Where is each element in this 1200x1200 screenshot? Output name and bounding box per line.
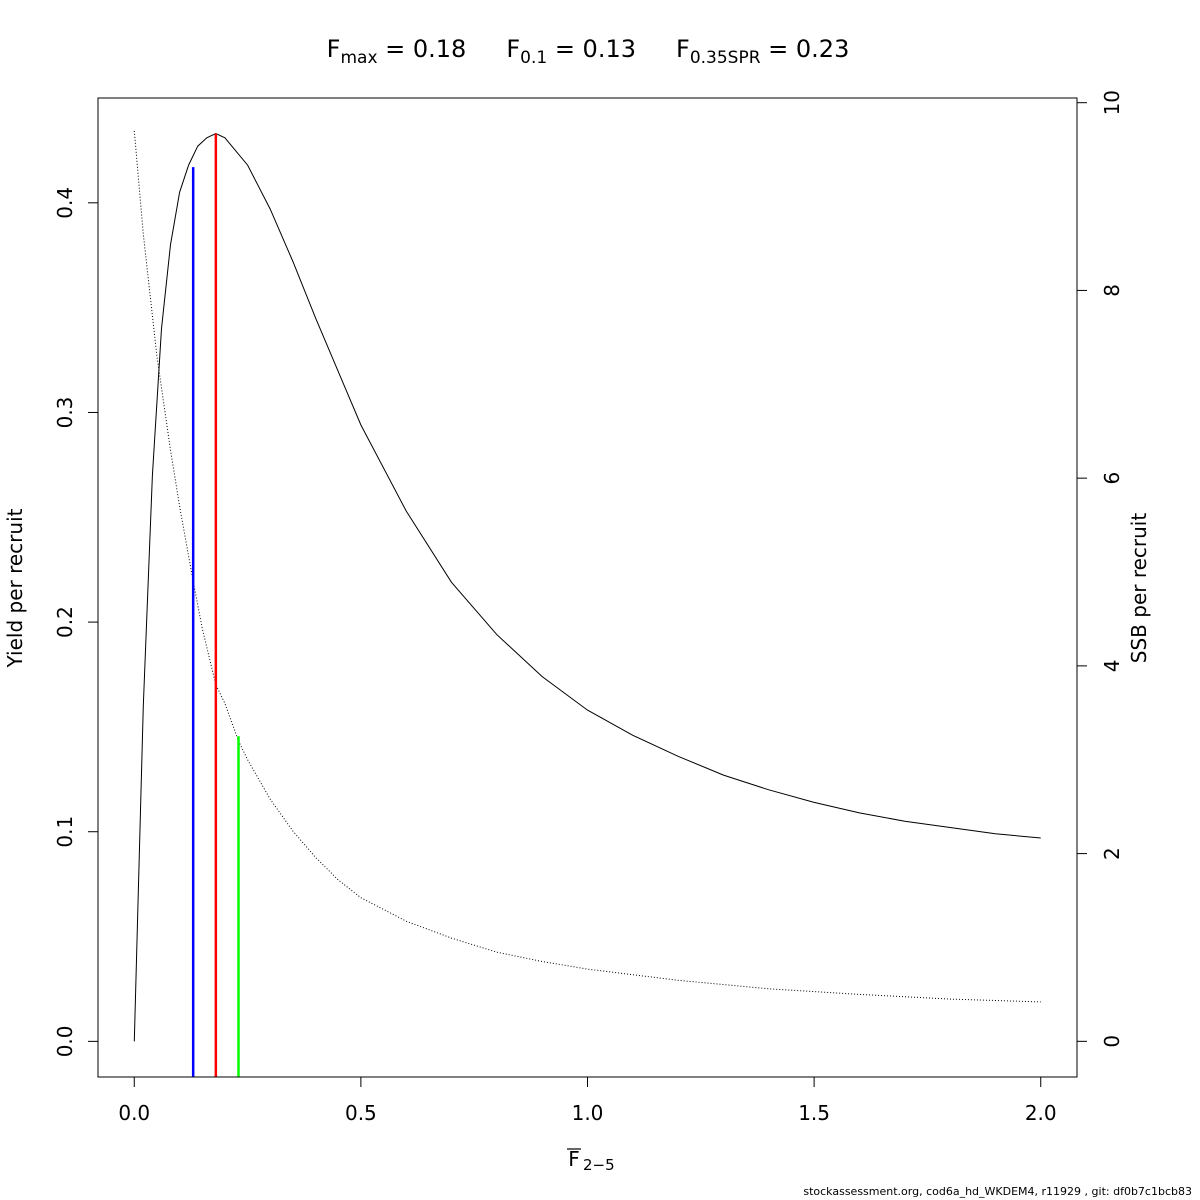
y2-tick-label: 0 xyxy=(1100,1035,1124,1048)
yield-per-recruit-curve xyxy=(133,133,1041,1042)
y-axis-label: Yield per recruit xyxy=(3,508,27,668)
chart-title-text: Fmax = 0.18 F0.1 = 0.13 F0.35SPR = 0.23 xyxy=(327,35,850,68)
x-tick-label: 1.0 xyxy=(572,1101,604,1125)
x-axis-label: F 2−5 xyxy=(567,1147,615,1174)
title-part-0-value: = 0.18 xyxy=(378,35,467,63)
axes-layer: 0.0 0.5 1.0 1.5 2.0 0.0 0.1 0.2 0.3 0.4 0 2 4 6 8 10 xyxy=(53,90,1124,1125)
title-part-1-value: = 0.13 xyxy=(547,35,636,63)
x-axis-label-base: F xyxy=(568,1147,580,1171)
y2-tick-label: 2 xyxy=(1100,847,1124,860)
ssb-per-recruit-curve xyxy=(133,130,1041,1003)
y-tick-label: 0.4 xyxy=(53,187,77,219)
y2-tick-label: 8 xyxy=(1100,284,1124,297)
title-part-2-sub: 0.35SPR xyxy=(690,48,761,68)
x-axis-label-sub: 2−5 xyxy=(583,1156,615,1174)
title-part-0-base: F xyxy=(327,35,341,63)
title-part-2-base: F xyxy=(676,35,690,63)
chart-title: Fmax = 0.18 F0.1 = 0.13 F0.35SPR = 0.23 xyxy=(327,35,850,68)
x-tick-label: 2.0 xyxy=(1025,1101,1057,1125)
title-part-0-sub: max xyxy=(340,48,377,68)
x-tick-label: 0.0 xyxy=(118,1101,150,1125)
x-tick-label: 1.5 xyxy=(798,1101,830,1125)
y-tick-label: 0.0 xyxy=(53,1025,77,1057)
plot-frame xyxy=(97,97,1078,1078)
title-part-1-base: F xyxy=(506,35,520,63)
footer-credit: stockassessment.org, cod6a_hd_WKDEM4, r1… xyxy=(803,1185,1192,1198)
y-tick-label: 0.1 xyxy=(53,816,77,848)
y2-axis-label: SSB per recruit xyxy=(1127,513,1151,664)
series-layer xyxy=(133,130,1041,1042)
title-part-2-value: = 0.23 xyxy=(761,35,850,63)
reference-lines-layer xyxy=(191,133,240,1077)
y2-tick-label: 4 xyxy=(1100,660,1124,673)
y-tick-label: 0.3 xyxy=(53,397,77,429)
y-tick-label: 0.2 xyxy=(53,606,77,638)
y2-tick-label: 6 xyxy=(1100,472,1124,485)
y2-tick-label: 10 xyxy=(1100,90,1124,115)
title-part-1-sub: 0.1 xyxy=(520,48,547,68)
x-tick-label: 0.5 xyxy=(345,1101,377,1125)
